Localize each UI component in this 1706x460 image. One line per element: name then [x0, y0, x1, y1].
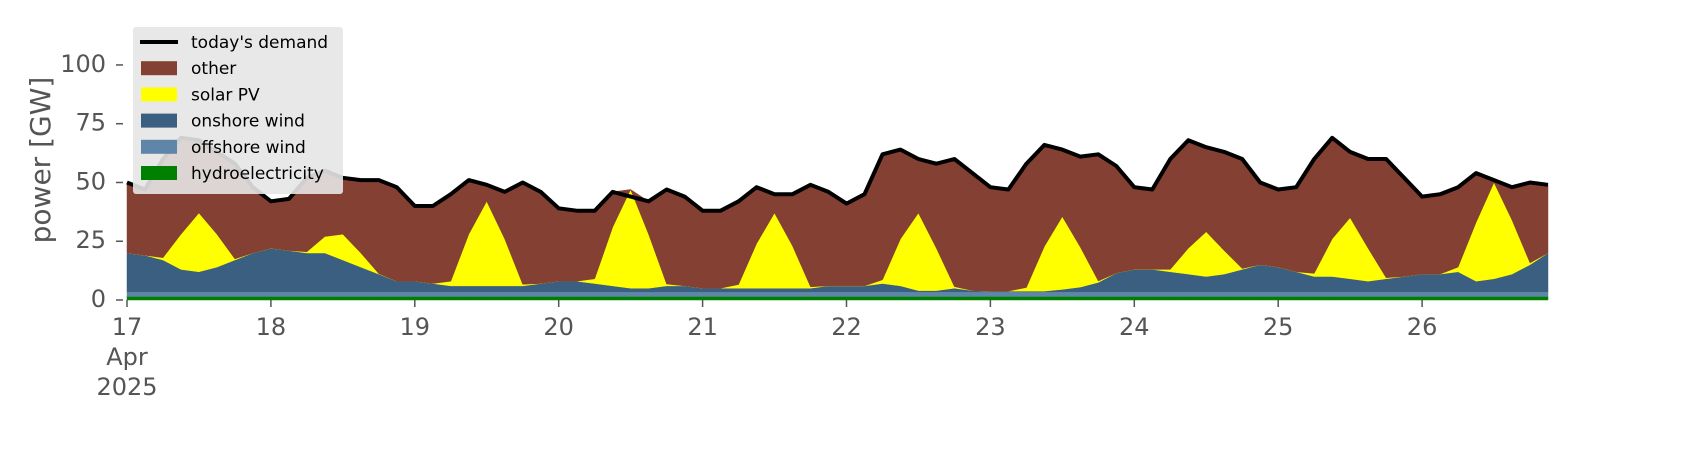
area: [126, 291, 1549, 297]
x-tick-label: 19: [399, 313, 431, 341]
legend-label: solar PV: [191, 85, 260, 105]
y-tick-label: 75: [75, 109, 106, 137]
x-tick-label: 26: [1406, 313, 1438, 341]
legend-swatch: [141, 166, 177, 180]
x-tick-label: 22: [831, 313, 862, 341]
legend-label: offshore wind: [191, 138, 306, 158]
x-tick-label: 17 Apr 2025: [96, 313, 158, 401]
legend-label: other: [191, 59, 236, 79]
y-tick-label: 25: [75, 226, 106, 254]
y-tick-label: 0: [91, 285, 106, 313]
x-tick-label: 25: [1262, 313, 1294, 341]
legend-swatch: [141, 87, 177, 102]
y-axis-label: power [GW]: [24, 77, 57, 244]
legend-label: hydroelectricity: [191, 164, 324, 184]
legend-label: today's demand: [191, 33, 328, 53]
demand-line: [126, 135, 1549, 213]
legend-label: onshore wind: [191, 112, 305, 132]
x-tick-label: 21: [687, 313, 718, 341]
legend-swatch: [141, 139, 177, 154]
legend-box: [133, 27, 343, 194]
y-tick-label: 100: [60, 50, 106, 78]
area: [126, 296, 1549, 301]
x-tick-label: 24: [1119, 313, 1150, 341]
y-tick-label: 50: [75, 167, 106, 195]
legend: today's demand other solar PV onshore wind o…: [133, 27, 343, 194]
legend-swatch: [141, 113, 177, 128]
legend-swatch: [141, 61, 177, 76]
x-tick-label: 20: [543, 313, 574, 341]
x-tick-label: 18: [255, 313, 287, 341]
x-tick-label: 23: [975, 313, 1006, 341]
